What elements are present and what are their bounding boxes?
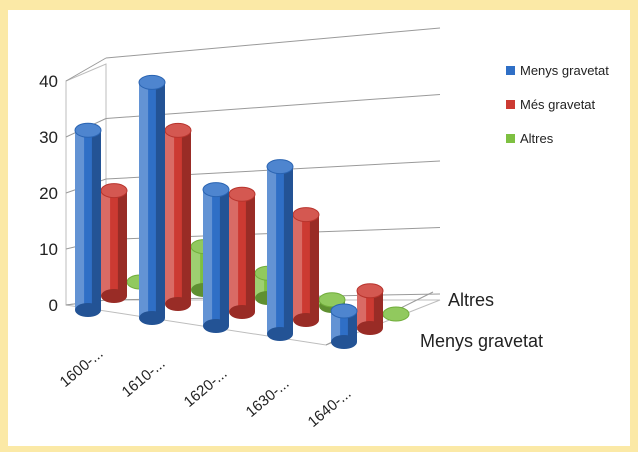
bar-shadow	[91, 130, 101, 310]
bar-highlight	[255, 273, 265, 298]
bar-1-0	[100, 183, 128, 303]
legend-swatch	[506, 100, 515, 109]
bar-highlight	[139, 82, 149, 319]
y-tick-label: 30	[39, 128, 58, 147]
bar-1-3	[292, 207, 320, 327]
category-label: 1630-...	[243, 375, 293, 421]
legend-label: Menys gravetat	[520, 63, 609, 78]
bar-base	[229, 305, 255, 319]
legend-swatch	[506, 66, 515, 75]
bar-top	[330, 303, 358, 319]
y-tick-label: 20	[39, 184, 58, 203]
bar-top	[228, 186, 256, 202]
bar-0-1	[138, 74, 166, 325]
bar-base	[331, 335, 357, 349]
bar-1-1	[164, 122, 192, 311]
bar-shadow	[347, 311, 357, 342]
bar-highlight	[331, 311, 341, 342]
bar-base	[293, 313, 319, 327]
bar-top	[202, 182, 230, 198]
bar-top	[292, 207, 320, 223]
bar-shadow	[283, 166, 293, 334]
bar-base	[267, 327, 293, 341]
bar-highlight	[165, 130, 175, 304]
bar-shadow	[219, 189, 229, 326]
bar-base	[101, 289, 127, 303]
category-label: 1640-...	[305, 385, 355, 431]
bar-0-3	[266, 159, 294, 341]
bar-0-2	[202, 182, 230, 333]
bar-top	[138, 74, 166, 90]
bar-highlight	[229, 194, 239, 312]
bar-highlight	[293, 214, 303, 320]
bar-base	[357, 321, 383, 335]
chart-legend: Menys gravetat Més gravetat Altres	[506, 63, 609, 146]
bar-base	[139, 311, 165, 325]
bar-0-0	[74, 122, 102, 317]
bar-top	[356, 283, 384, 299]
legend-swatch	[506, 134, 515, 143]
gridline	[105, 27, 441, 59]
y-tick-label: 40	[39, 72, 58, 91]
bar-highlight	[191, 246, 201, 290]
bar-1-2	[228, 186, 256, 319]
bar-shadow	[155, 82, 165, 319]
bar-highlight	[75, 130, 85, 310]
chart-bars	[74, 74, 410, 349]
depth-label-menys: Menys gravetat	[420, 331, 543, 351]
bar-1-4	[356, 283, 384, 335]
bar-highlight	[357, 290, 367, 328]
bar-shadow	[245, 194, 255, 312]
bar-shadow	[373, 290, 383, 328]
depth-label-altres: Altres	[448, 290, 494, 310]
bar-top	[74, 122, 102, 138]
y-tick-label: 10	[39, 240, 58, 259]
category-label: 1600-...	[57, 345, 107, 391]
bar-top	[164, 122, 192, 138]
bar-base	[75, 303, 101, 317]
bar-shadow	[181, 130, 191, 304]
bar-top	[100, 183, 128, 199]
legend-label: Més gravetat	[520, 97, 596, 112]
bar-highlight	[267, 166, 277, 334]
category-label: 1620-...	[181, 365, 231, 411]
gridline-side	[65, 57, 107, 82]
legend-label: Altres	[520, 131, 554, 146]
bar-highlight	[101, 190, 111, 296]
bar-2-4	[382, 306, 410, 322]
chart-frame: 0 10 20 30 40 1600-... 1610-... 1620-... 1630-..…	[8, 10, 630, 446]
bar-highlight	[203, 189, 213, 326]
bar-top	[266, 159, 294, 175]
bar-shadow	[117, 190, 127, 296]
y-tick-label: 0	[49, 296, 58, 315]
bar-base	[165, 297, 191, 311]
bar-top	[382, 306, 410, 322]
bar-0-4	[330, 303, 358, 349]
bar-chart-3d: 0 10 20 30 40 1600-... 1610-... 1620-... 1630-..…	[39, 27, 609, 431]
category-label: 1610-...	[119, 355, 169, 401]
bar-base	[203, 319, 229, 333]
bar-shadow	[309, 214, 319, 320]
